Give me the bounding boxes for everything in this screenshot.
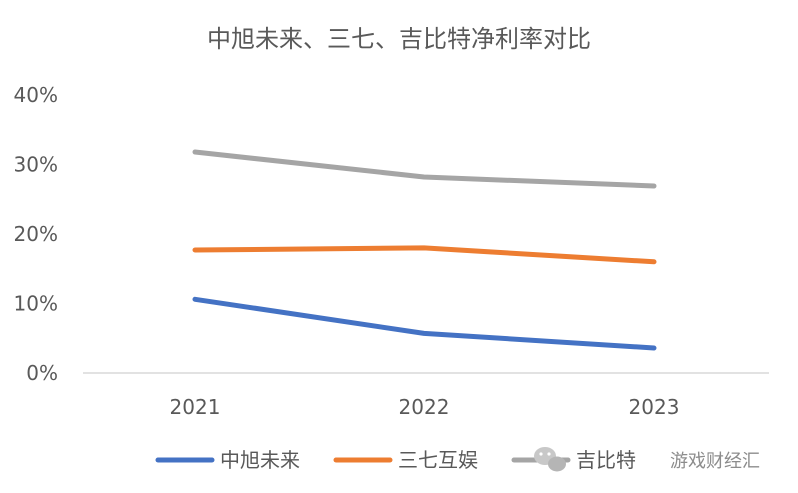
series-line-1 [192, 296, 657, 351]
x-tick-label: 2022 [399, 395, 450, 419]
y-tick-label: 40% [14, 83, 58, 107]
watermark-text: 游戏财经汇 [670, 451, 760, 472]
chart-title: 中旭未来、三七、吉比特净利率对比 [207, 25, 591, 53]
y-tick-label: 10% [14, 292, 58, 316]
legend-label-2: 三七互娱 [398, 448, 478, 472]
x-axis-ticks: 2021 2022 2023 [170, 395, 680, 419]
legend-label-3: 吉比特 [576, 448, 636, 472]
y-tick-label: 30% [14, 153, 58, 177]
wechat-icon [534, 447, 566, 472]
series-lines [192, 149, 657, 351]
x-tick-label: 2021 [170, 395, 221, 419]
watermark: 游戏财经汇 [534, 447, 760, 472]
y-tick-label: 20% [14, 222, 58, 246]
legend: 中旭未来 三七互娱 吉比特 [155, 448, 636, 472]
y-axis-ticks: 0% 10% 20% 30% 40% [14, 83, 58, 385]
y-tick-label: 0% [26, 361, 58, 385]
x-tick-label: 2023 [629, 395, 680, 419]
series-line-3 [192, 149, 657, 189]
legend-label-1: 中旭未来 [220, 448, 300, 472]
series-line-2 [192, 245, 657, 265]
